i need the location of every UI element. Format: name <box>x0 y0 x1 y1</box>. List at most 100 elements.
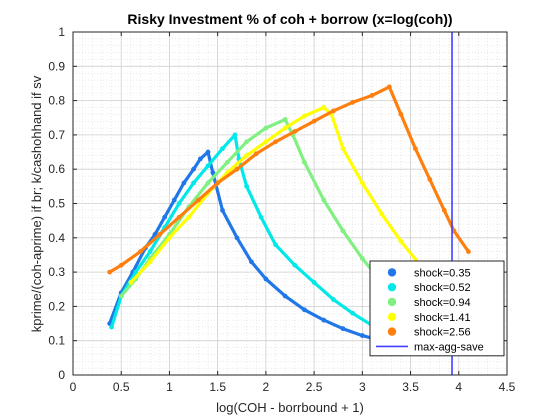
data-point <box>369 93 375 98</box>
legend-marker <box>387 268 397 277</box>
data-point <box>232 132 238 138</box>
y-tick-label: 0.3 <box>48 265 65 279</box>
y-tick-label: 0.7 <box>48 128 65 142</box>
data-point <box>412 146 418 152</box>
data-point <box>157 231 163 237</box>
legend-marker <box>387 312 397 321</box>
data-point <box>466 249 471 254</box>
data-point <box>331 108 336 114</box>
x-tick-label: 0.5 <box>113 380 130 394</box>
data-point <box>311 118 317 124</box>
data-point <box>282 125 288 131</box>
x-tick-label: 2.5 <box>306 380 323 394</box>
data-point <box>263 125 269 131</box>
data-point <box>350 310 356 316</box>
data-point <box>210 170 216 176</box>
data-point <box>321 317 327 323</box>
y-tick-label: 0.9 <box>48 59 65 73</box>
legend-label: shock=2.56 <box>414 327 471 339</box>
data-point <box>340 146 346 152</box>
y-tick-label: 0.8 <box>48 94 65 108</box>
data-point <box>244 139 250 145</box>
data-point <box>205 149 211 155</box>
data-point <box>263 276 269 282</box>
data-point <box>224 159 230 165</box>
data-point <box>350 99 356 105</box>
data-point <box>441 207 447 213</box>
legend-marker <box>387 283 397 292</box>
chart-title: Risky Investment % of coh + borrow (x=lo… <box>127 11 452 27</box>
data-point <box>109 324 114 330</box>
data-point <box>311 279 317 285</box>
data-point <box>133 269 139 275</box>
legend: shock=0.35 shock=0.52 shock=0.94 shock=1.41… <box>369 260 505 357</box>
data-point <box>249 259 254 265</box>
x-tick-label: 1.5 <box>209 380 226 394</box>
data-point <box>359 180 365 186</box>
data-point <box>321 197 327 203</box>
y-tick-label: 0 <box>58 368 65 382</box>
data-point <box>205 180 211 186</box>
legend-label: shock=1.41 <box>414 312 471 324</box>
x-tick-labels: 0 0.5 1 1.5 2 2.5 3 3.5 4 4.5 <box>70 380 516 394</box>
x-tick-label: 1 <box>166 380 173 394</box>
data-point <box>167 235 172 241</box>
data-point <box>128 279 134 285</box>
data-point <box>258 214 264 220</box>
legend-box <box>369 260 505 357</box>
y-tick-label: 0.4 <box>48 231 65 245</box>
y-tick-label: 0.6 <box>48 162 65 176</box>
axis-ticks <box>72 31 508 376</box>
y-axis-label: kprime/(coh-aprime) if br; k/cashohhand … <box>29 75 44 332</box>
data-point <box>302 113 307 119</box>
data-point <box>359 333 365 338</box>
legend-label: shock=0.52 <box>414 282 471 294</box>
data-point <box>282 117 288 122</box>
data-point <box>340 326 346 332</box>
x-tick-label: 0 <box>70 380 77 394</box>
x-tick-label: 3.5 <box>402 380 419 394</box>
x-axis-label: log(COH - borrbound + 1) <box>216 400 364 415</box>
data-point <box>386 84 392 90</box>
data-point <box>186 214 192 220</box>
data-point <box>282 293 288 299</box>
data-point <box>253 151 259 157</box>
data-point <box>263 139 269 145</box>
data-point <box>340 228 346 234</box>
data-point <box>138 249 143 254</box>
data-point <box>292 262 298 268</box>
data-point <box>205 163 211 169</box>
x-tick-label: 4 <box>455 380 462 394</box>
data-point <box>147 249 153 254</box>
data-point <box>191 166 196 172</box>
series-line <box>108 85 470 274</box>
y-tick-label: 0.2 <box>48 299 65 313</box>
legend-label: shock=0.94 <box>414 297 471 309</box>
data-point <box>171 197 177 203</box>
data-point <box>220 146 225 152</box>
data-point <box>162 214 168 220</box>
data-point <box>181 180 187 186</box>
data-point <box>321 105 327 110</box>
data-point <box>359 255 365 261</box>
data-point <box>244 183 250 189</box>
data-point <box>273 242 278 248</box>
data-point <box>107 269 113 275</box>
data-point <box>398 238 404 244</box>
data-point <box>398 111 404 117</box>
x-tick-label: 3 <box>359 380 366 394</box>
y-tick-label: 1 <box>58 25 65 39</box>
legend-marker <box>387 297 397 307</box>
data-point <box>220 207 225 213</box>
data-point <box>234 166 240 172</box>
data-point <box>273 139 278 145</box>
data-point <box>302 307 307 313</box>
data-point <box>191 180 196 186</box>
data-point <box>118 262 124 268</box>
data-point <box>118 293 124 299</box>
data-point <box>195 197 201 203</box>
y-tick-label: 0.1 <box>48 334 65 348</box>
x-tick-label: 4.5 <box>499 380 516 394</box>
y-tick-labels: 0 0.1 0.2 0.3 0.4 0.5 0.6 0.7 0.8 0.9 1 <box>48 25 65 382</box>
